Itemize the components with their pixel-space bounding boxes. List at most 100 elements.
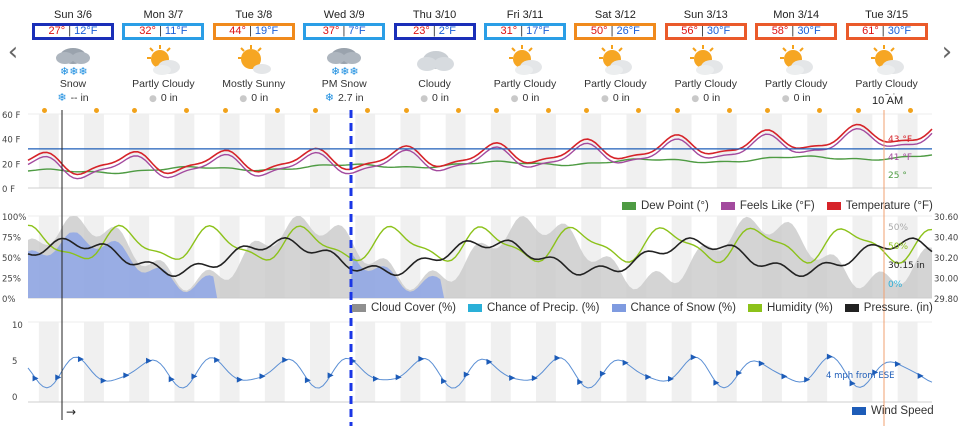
wind-direction-arrow: [804, 376, 811, 383]
temp-legend-item[interactable]: Temperature (°F): [826, 200, 933, 212]
night-shade: [490, 322, 511, 402]
wind-direction-arrow: [395, 374, 402, 381]
day-name: Tue 3/8: [235, 9, 273, 21]
temp-legend-item[interactable]: Dew Point (°): [622, 200, 709, 212]
wind-direction-arrow: [32, 375, 39, 382]
pct-legend-item[interactable]: Pressure. (in): [844, 302, 933, 314]
pct-legend-item[interactable]: Chance of Precip. (%): [468, 302, 600, 314]
legend-swatch: [611, 304, 626, 312]
sunset-icon: [184, 108, 190, 113]
day-card[interactable]: Sat 3/12 50° | 26°F Partly Cloudy ● 0 in: [570, 8, 660, 114]
wind-direction-arrow: [849, 380, 856, 387]
hourly-charts: 60 F40 F20 F0 F100%75%50%25%0%30.6030.40…: [2, 110, 958, 426]
sunset-icon: [907, 108, 913, 113]
night-shade: [581, 114, 602, 188]
cloudy-icon: [412, 44, 458, 78]
precip-amount: ●0 in: [390, 91, 480, 105]
pressure-y-tick: 30.20: [934, 254, 958, 264]
nav-prev-button[interactable]: ‹: [4, 39, 22, 65]
pct-readout: 50%: [888, 242, 908, 252]
wind-y-tick: 0: [12, 393, 17, 403]
day-card[interactable]: Tue 3/8 44° | 19°F Mostly Sunny ● 0 in: [209, 8, 299, 114]
sunrise-icon: [494, 108, 499, 113]
high-temp: 23°: [413, 25, 430, 37]
day-card[interactable]: Mon 3/7 32° | 11°F Partly Cloudy ● 0 in: [118, 8, 208, 114]
wind-direction-arrow: [713, 379, 720, 386]
sunset-icon: [817, 108, 823, 113]
day-card[interactable]: Mon 3/14 58° | 30°F Partly Cloudy ● 0 in: [751, 8, 841, 114]
high-temp: 50°: [590, 25, 608, 37]
sun-markers: [209, 108, 299, 114]
pressure-y-tick: 30.40: [934, 234, 958, 244]
hi-lo-box: 37° | 7°F: [303, 23, 386, 40]
pm-snow-icon: ❄❄❄: [321, 44, 367, 78]
partly-cloudy-icon: [683, 44, 729, 78]
sunset-icon: [636, 108, 642, 113]
precip-amount: ❄ 2.7 in: [299, 91, 389, 105]
legend-label: Chance of Precip. (%): [487, 302, 600, 314]
day-card[interactable]: Wed 3/9 37° | 7°F ❄❄❄ PM Snow ❄ 2.7 in: [299, 8, 389, 114]
wind-legend-item[interactable]: Wind Speed: [852, 405, 934, 417]
night-shade: [174, 114, 195, 188]
wind-direction-arrow: [327, 372, 334, 379]
wind-arrow-icon: →: [66, 405, 76, 419]
wind-direction-arrow: [55, 374, 62, 381]
sunrise-icon: [132, 108, 138, 113]
night-shade: [310, 114, 330, 188]
day-name: Fri 3/11: [506, 9, 544, 21]
partly-cloudy-icon: [773, 44, 819, 78]
hi-lo-separator: |: [155, 25, 165, 37]
temp-legend: Dew Point (°) Feels Like (°F) Temperature …: [610, 200, 933, 212]
hi-lo-separator: |: [788, 25, 798, 37]
cursor-time-label: 10 AM: [872, 95, 904, 107]
wind-direction-arrow: [872, 369, 879, 376]
pct-legend-item[interactable]: Chance of Snow (%): [611, 302, 736, 314]
raindrop-icon: ●: [420, 94, 429, 104]
wind-direction-arrow: [463, 371, 470, 378]
partly-cloudy-icon: [140, 44, 186, 78]
night-shade: [84, 114, 104, 188]
low-temp: 26°F: [616, 25, 640, 37]
wind-direction-arrow: [577, 379, 584, 386]
wind-direction-arrow: [690, 354, 697, 361]
day-name: Sun 3/13: [683, 9, 728, 21]
sun-markers: [570, 108, 660, 114]
nav-next-button[interactable]: ›: [938, 39, 956, 65]
pct-legend-item[interactable]: Cloud Cover (%): [352, 302, 456, 314]
day-card[interactable]: Fri 3/11 31° | 17°F Partly Cloudy ● 0 in: [480, 8, 570, 114]
day-card[interactable]: Sun 3/13 56° | 30°F Partly Cloudy ● 0 in: [661, 8, 751, 114]
pressure-y-tick: 30.00: [934, 275, 958, 285]
night-shade: [310, 322, 330, 402]
pct-y-tick: 75%: [2, 234, 21, 244]
sunrise-icon: [42, 108, 47, 113]
temp-readout: 41 °F: [888, 153, 912, 163]
legend-label: Feels Like (°F): [739, 200, 815, 212]
partly-cloudy-icon: [592, 44, 638, 78]
sunset-icon: [455, 108, 461, 113]
temperature-line: [27, 123, 933, 176]
snowflake-icon: ❄: [324, 91, 334, 104]
night-shade: [445, 114, 466, 188]
temp-y-tick: 60 F: [2, 111, 21, 121]
temp-y-tick: 0 F: [2, 185, 15, 195]
wind-direction-arrow: [372, 375, 379, 382]
pct-legend-item[interactable]: Humidity (%): [747, 302, 833, 314]
day-card[interactable]: Sun 3/6 27° | 12°F ❄❄❄ Snow ❄ -- in: [28, 8, 118, 114]
wind-speed-line: [27, 356, 933, 389]
day-card[interactable]: Thu 3/10 23° | 2°F Cloudy ● 0 in: [390, 8, 480, 114]
night-shade: [626, 114, 647, 188]
sunrise-icon: [674, 108, 680, 113]
temp-legend-item[interactable]: Feels Like (°F): [720, 200, 815, 212]
low-temp: 7°F: [348, 25, 366, 37]
low-temp: 2°F: [438, 25, 457, 37]
mostly-sunny-icon: [231, 44, 277, 78]
hi-lo-box: 23° | 2°F: [393, 23, 476, 40]
precip-value: 0 in: [793, 92, 811, 104]
night-shade: [852, 216, 873, 298]
wind-y-tick: 5: [12, 357, 17, 367]
high-temp: 27°: [48, 25, 66, 37]
hi-lo-box: 61° | 30°F: [845, 23, 928, 40]
svg-text:❄❄❄: ❄❄❄: [60, 65, 88, 78]
pct-y-tick: 25%: [2, 275, 21, 285]
